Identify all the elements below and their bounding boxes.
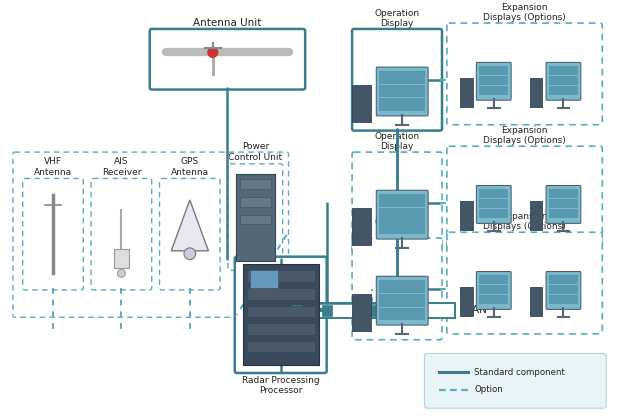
Bar (243, 265, 319, 365)
Bar (379, 221, 425, 234)
Bar (479, 76, 508, 85)
FancyBboxPatch shape (546, 272, 581, 310)
Bar (114, 249, 129, 268)
FancyBboxPatch shape (476, 62, 511, 100)
Bar (460, 201, 472, 230)
FancyBboxPatch shape (546, 186, 581, 223)
FancyBboxPatch shape (160, 178, 220, 290)
Bar (479, 199, 508, 208)
Bar (460, 287, 472, 316)
FancyBboxPatch shape (447, 232, 602, 334)
Polygon shape (171, 200, 208, 251)
FancyBboxPatch shape (546, 62, 581, 100)
Bar (250, 270, 278, 288)
FancyBboxPatch shape (447, 146, 602, 248)
Bar (479, 209, 508, 218)
Bar (549, 295, 578, 305)
Bar (479, 189, 508, 198)
Bar (530, 287, 542, 316)
Text: AIS
Receiver: AIS Receiver (102, 157, 141, 176)
FancyBboxPatch shape (352, 238, 442, 340)
Bar (549, 66, 578, 75)
Bar (236, 173, 275, 260)
Bar (240, 197, 271, 207)
Text: Option: Option (474, 385, 503, 394)
Bar (549, 209, 578, 218)
FancyBboxPatch shape (376, 190, 428, 239)
Bar (240, 179, 271, 189)
Text: LAN: LAN (466, 305, 487, 315)
Bar (322, 305, 331, 316)
FancyBboxPatch shape (424, 354, 606, 408)
FancyBboxPatch shape (13, 152, 288, 317)
Bar (367, 305, 376, 316)
Text: Radar Processing
Processor: Radar Processing Processor (242, 376, 319, 395)
Circle shape (208, 47, 218, 57)
Text: Operation
Display: Operation Display (374, 132, 419, 151)
Circle shape (184, 248, 196, 260)
Bar (479, 66, 508, 75)
Bar (240, 215, 271, 224)
Bar (293, 305, 302, 316)
FancyBboxPatch shape (376, 67, 428, 116)
Bar (530, 201, 542, 230)
Bar (549, 275, 578, 285)
Bar (460, 78, 472, 107)
Bar (379, 71, 425, 84)
Text: Operation
Display: Operation Display (374, 218, 419, 237)
Text: Standard component: Standard component (474, 367, 565, 376)
Bar (246, 305, 315, 317)
FancyBboxPatch shape (228, 164, 283, 270)
Bar (353, 208, 371, 245)
FancyBboxPatch shape (476, 186, 511, 223)
Bar (479, 295, 508, 305)
FancyBboxPatch shape (476, 272, 511, 310)
Bar (379, 280, 425, 293)
Bar (246, 341, 315, 352)
Bar (549, 86, 578, 95)
Text: Operation
Display: Operation Display (374, 9, 419, 28)
FancyBboxPatch shape (352, 29, 442, 131)
FancyBboxPatch shape (22, 178, 83, 290)
Text: Power
Control Unit: Power Control Unit (228, 142, 283, 162)
Text: GPS
Antenna: GPS Antenna (171, 157, 209, 176)
Bar (479, 285, 508, 295)
Bar (479, 275, 508, 285)
Bar (246, 323, 315, 335)
Bar (479, 86, 508, 95)
Bar (379, 294, 425, 307)
Bar (379, 84, 425, 97)
Bar (379, 307, 425, 320)
Bar (353, 294, 371, 331)
FancyBboxPatch shape (150, 29, 305, 89)
Bar (396, 305, 406, 316)
FancyBboxPatch shape (235, 257, 326, 373)
Bar (549, 76, 578, 85)
Text: Antenna Unit: Antenna Unit (193, 18, 261, 28)
FancyBboxPatch shape (352, 152, 442, 254)
Bar (353, 84, 371, 122)
Bar (246, 288, 315, 300)
Circle shape (117, 270, 125, 277)
Text: VHF
Antenna: VHF Antenna (34, 157, 72, 176)
Text: Expansion
Displays (Options): Expansion Displays (Options) (483, 126, 566, 145)
FancyBboxPatch shape (447, 23, 602, 125)
Bar (379, 194, 425, 207)
Text: Expansion
Displays (Options): Expansion Displays (Options) (483, 2, 566, 22)
Bar (549, 285, 578, 295)
Bar (379, 208, 425, 220)
Bar (246, 270, 315, 282)
Bar (549, 199, 578, 208)
Bar (286, 302, 455, 318)
FancyBboxPatch shape (91, 178, 152, 290)
Text: Expansion
Displays (Options): Expansion Displays (Options) (483, 212, 566, 231)
Bar (549, 189, 578, 198)
FancyBboxPatch shape (376, 276, 428, 325)
Bar (530, 78, 542, 107)
Bar (379, 98, 425, 111)
